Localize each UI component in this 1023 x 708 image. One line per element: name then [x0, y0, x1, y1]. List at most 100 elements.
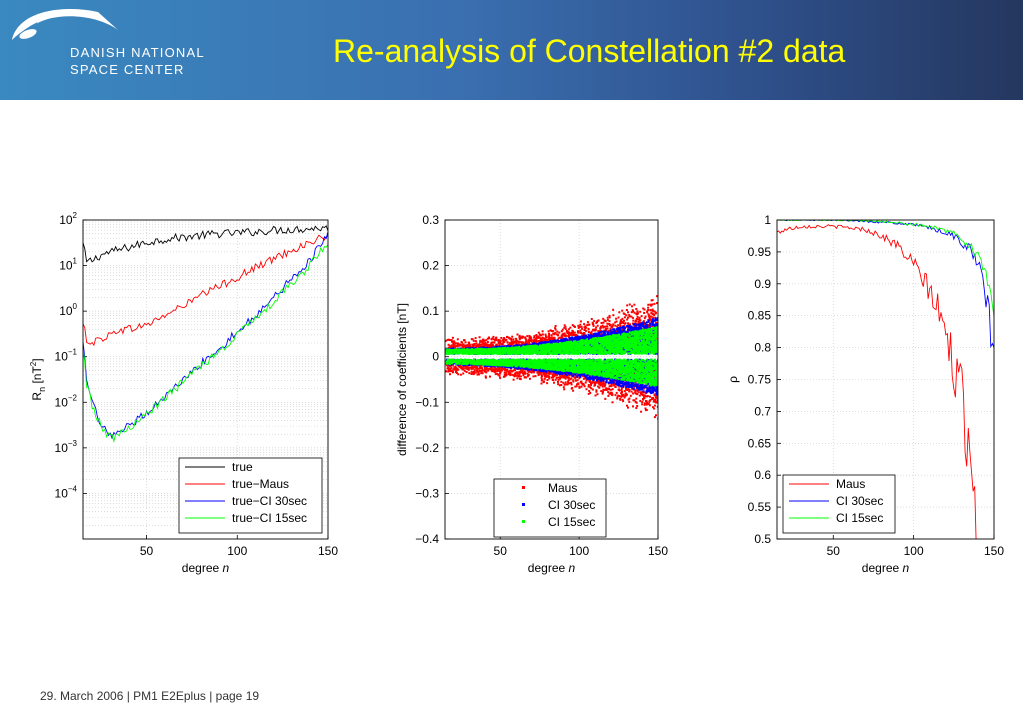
data-point [556, 330, 559, 333]
data-point [580, 382, 583, 385]
data-point [495, 336, 498, 339]
data-point [579, 320, 582, 323]
data-point [654, 312, 657, 315]
data-point [486, 341, 489, 343]
data-point [604, 325, 607, 328]
data-point [511, 373, 514, 376]
data-point [593, 320, 596, 323]
data-point [656, 405, 658, 408]
data-point [651, 303, 654, 306]
data-point [493, 341, 496, 344]
data-point [567, 332, 570, 335]
data-point [494, 339, 497, 342]
data-point [449, 373, 451, 376]
data-point [526, 372, 529, 375]
legend-label: true−CI 15sec [232, 511, 307, 525]
data-point [576, 334, 579, 337]
data-point [480, 372, 483, 375]
data-point [478, 344, 481, 347]
data-point [529, 377, 531, 380]
data-point [636, 389, 639, 392]
data-point [649, 398, 652, 401]
data-point [519, 375, 522, 378]
data-point [541, 333, 544, 336]
data-point [631, 309, 634, 312]
data-point [484, 370, 487, 372]
data-point [467, 345, 470, 348]
data-point [650, 315, 653, 318]
data-point [537, 331, 540, 334]
data-point [527, 370, 530, 373]
data-point [512, 338, 515, 341]
data-point [562, 332, 565, 335]
data-point [527, 340, 530, 343]
data-point [457, 344, 460, 347]
data-point [473, 342, 476, 345]
data-point [454, 345, 457, 348]
data-point [450, 366, 453, 369]
data-point [450, 370, 452, 373]
data-point [590, 318, 593, 320]
data-point [563, 324, 566, 327]
data-point [594, 394, 597, 397]
data-point [477, 367, 480, 370]
data-point [492, 345, 495, 348]
data-point [583, 332, 586, 334]
data-point [562, 386, 565, 389]
data-point [489, 345, 492, 348]
data-point [590, 387, 593, 390]
data-point [601, 391, 604, 393]
data-point [631, 316, 634, 319]
data-point [540, 334, 542, 337]
data-point [494, 345, 497, 348]
data-point [500, 342, 503, 345]
data-point [557, 378, 560, 381]
data-point [648, 404, 651, 407]
data-point [552, 376, 555, 379]
data-point [561, 328, 564, 331]
data-point [544, 374, 547, 377]
data-point [495, 338, 498, 341]
data-point [510, 369, 513, 372]
data-point [497, 340, 500, 343]
data-point [617, 316, 620, 319]
data-point [628, 400, 631, 403]
data-point [470, 346, 473, 349]
data-point [650, 304, 653, 307]
data-point [623, 316, 626, 319]
data-point [511, 335, 514, 338]
data-point [518, 372, 521, 375]
data-point [547, 335, 550, 338]
data-point [503, 341, 506, 343]
data-point [603, 319, 606, 322]
x-tick-label: 100 [569, 544, 589, 558]
data-point [580, 385, 583, 388]
data-point [447, 343, 450, 346]
data-point [518, 334, 521, 337]
data-point [577, 324, 580, 327]
data-point [543, 372, 546, 375]
data-point [657, 399, 658, 402]
data-point [643, 391, 646, 394]
data-point [574, 385, 577, 388]
data-point [525, 341, 528, 344]
data-point [586, 321, 589, 324]
data-point [498, 374, 501, 377]
data-point [563, 374, 566, 377]
data-point [637, 322, 640, 325]
data-point [643, 402, 646, 405]
data-point [618, 311, 621, 314]
data-point [497, 366, 500, 369]
data-point [457, 365, 460, 367]
data-point [559, 376, 562, 378]
data-point [620, 392, 623, 395]
data-point [467, 367, 470, 370]
data-point [607, 391, 610, 394]
data-point [456, 368, 459, 371]
data-point [633, 303, 636, 306]
data-point [639, 319, 642, 322]
data-point [547, 376, 550, 379]
data-point [497, 373, 500, 376]
data-point [566, 376, 569, 379]
data-point [624, 322, 627, 325]
